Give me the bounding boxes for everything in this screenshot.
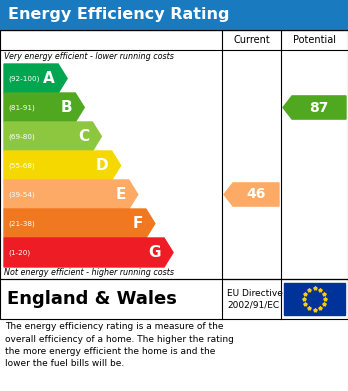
Text: (21-38): (21-38) [8,220,35,227]
Text: (55-68): (55-68) [8,162,35,169]
Text: Current: Current [233,35,270,45]
Polygon shape [224,183,279,206]
Text: 46: 46 [246,188,266,201]
Text: EU Directive: EU Directive [227,289,283,298]
Text: England & Wales: England & Wales [7,290,177,308]
Text: A: A [44,71,55,86]
Text: (69-80): (69-80) [8,133,35,140]
Text: Not energy efficient - higher running costs: Not energy efficient - higher running co… [4,268,174,277]
Polygon shape [4,93,84,122]
Text: C: C [78,129,89,144]
Text: (39-54): (39-54) [8,191,35,198]
Text: 2002/91/EC: 2002/91/EC [227,301,279,310]
Text: Potential: Potential [293,35,336,45]
Text: Energy Efficiency Rating: Energy Efficiency Rating [8,7,229,23]
Polygon shape [283,96,346,119]
Polygon shape [4,64,67,93]
Polygon shape [4,122,101,151]
Text: (1-20): (1-20) [8,249,30,256]
Text: 87: 87 [309,100,329,115]
Polygon shape [4,151,121,180]
Text: The energy efficiency rating is a measure of the
overall efficiency of a home. T: The energy efficiency rating is a measur… [5,322,234,368]
Polygon shape [4,209,155,238]
Text: G: G [149,245,161,260]
Text: E: E [116,187,126,202]
Bar [0,30,348,279]
Text: B: B [61,100,72,115]
Bar [0,279,348,319]
Text: (92-100): (92-100) [8,75,39,82]
Text: Very energy efficient - lower running costs: Very energy efficient - lower running co… [4,52,174,61]
Text: F: F [133,216,143,231]
Bar [0,0,348,30]
Polygon shape [4,180,138,209]
Bar [284,283,345,315]
Text: D: D [96,158,109,173]
Text: (81-91): (81-91) [8,104,35,111]
Polygon shape [4,238,173,267]
